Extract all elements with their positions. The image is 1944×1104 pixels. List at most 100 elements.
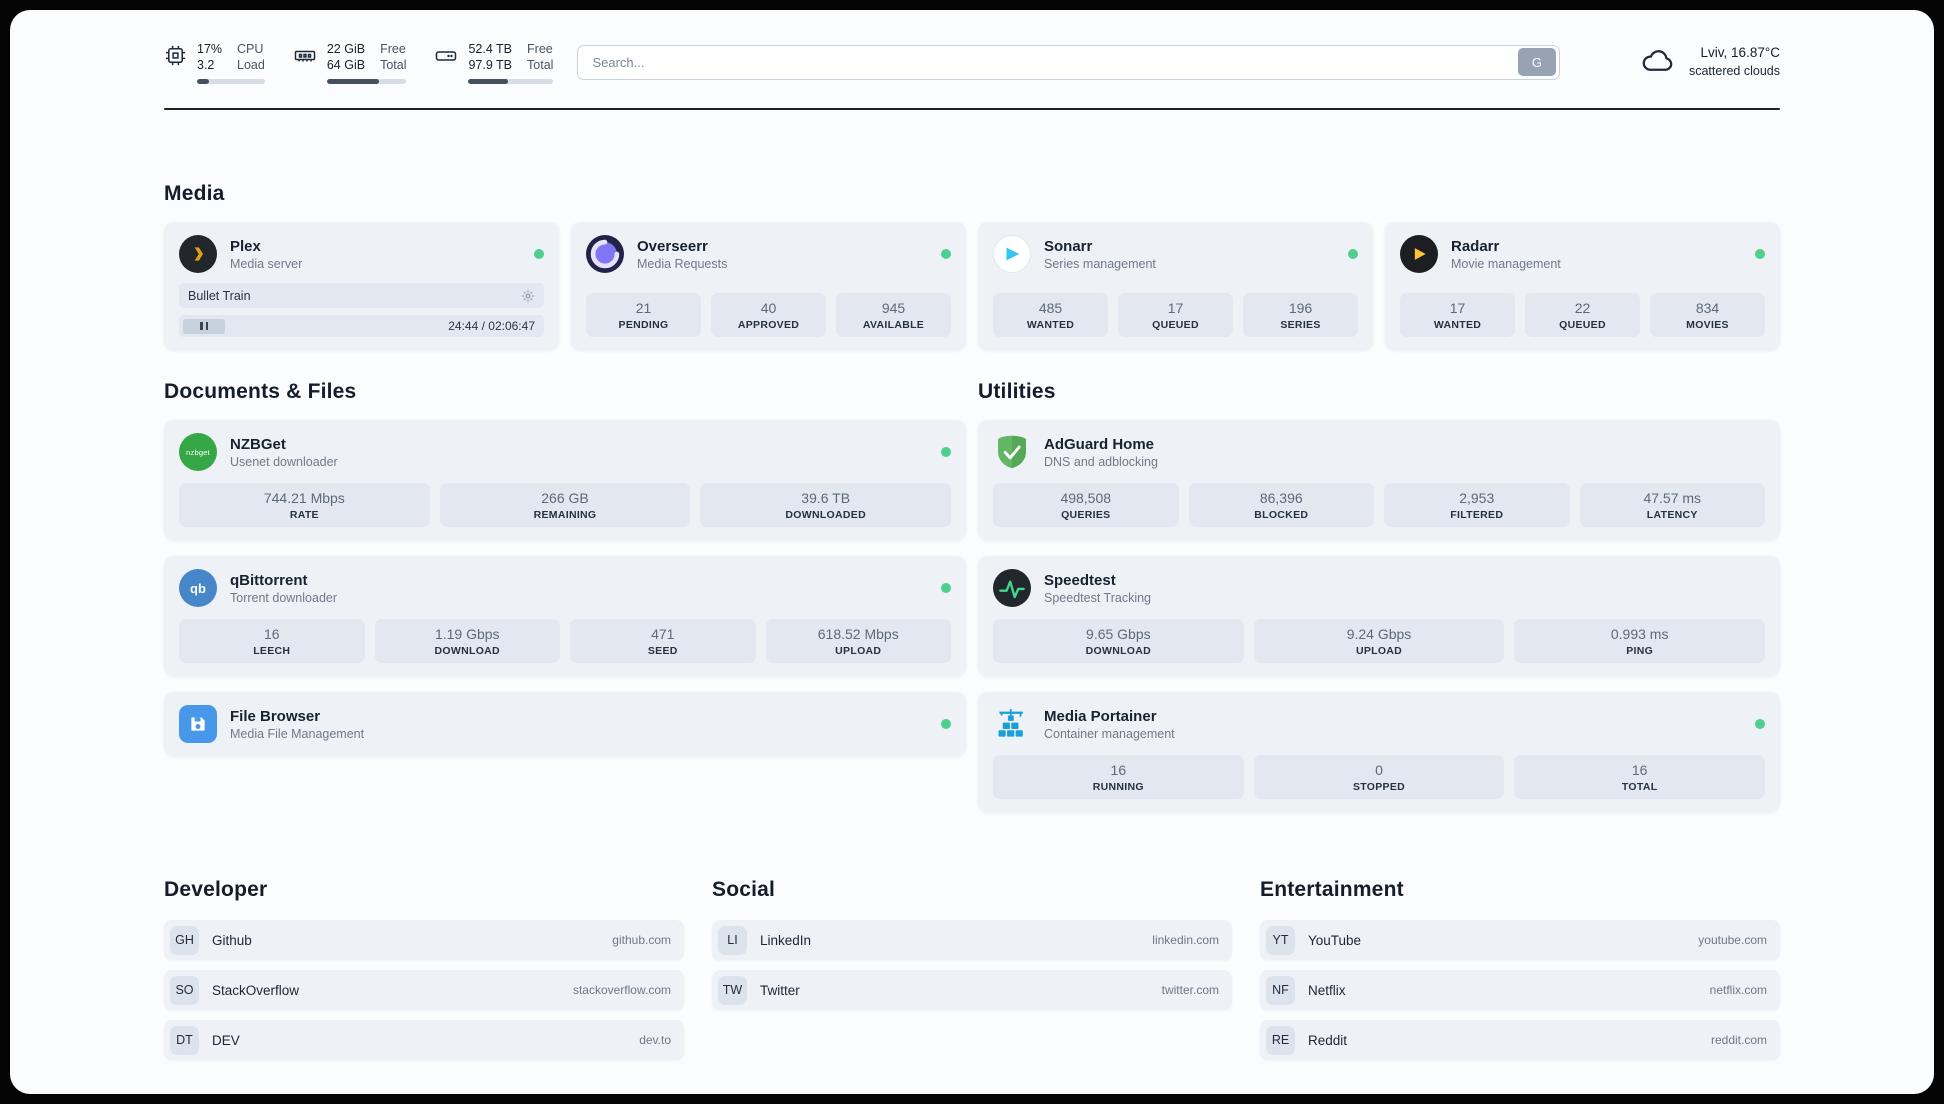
- github-icon: GH: [170, 925, 199, 955]
- app-card-overseerr[interactable]: Overseerr Media Requests 21 PENDING 40 A…: [571, 222, 966, 350]
- bookmark-url: youtube.com: [1698, 933, 1767, 947]
- stat-value: 2,953: [1459, 490, 1495, 506]
- disk-free: 52.4 TB: [468, 41, 513, 56]
- stat-label: AVAILABLE: [862, 319, 925, 331]
- app-card-nzbget[interactable]: nzbget NZBGet Usenet downloader 744.21 M…: [164, 420, 966, 540]
- bookmark-url: linkedin.com: [1152, 933, 1219, 947]
- bookmark-name: Github: [212, 932, 252, 948]
- stat-ping: 0.993 ms PING: [1514, 619, 1766, 663]
- stat-value: 16: [1110, 762, 1127, 778]
- stat-seed: 471 SEED: [570, 619, 756, 663]
- settings-gear-icon[interactable]: [521, 289, 535, 303]
- dev-icon: DT: [170, 1025, 199, 1055]
- bookmark-url: netflix.com: [1709, 983, 1767, 997]
- stat-value: 22: [1574, 300, 1591, 316]
- app-card-plex[interactable]: Plex Media server Bullet Train 24:44 / 0…: [164, 222, 559, 350]
- bookmark-stackoverflow[interactable]: SO StackOverflow stackoverflow.com: [164, 970, 684, 1010]
- stat-value: 40: [760, 300, 777, 316]
- app-card-speedtest[interactable]: Speedtest Speedtest Tracking 9.65 Gbps D…: [978, 556, 1780, 676]
- search-input[interactable]: [581, 54, 1518, 70]
- app-card-qbittorrent[interactable]: qb qBittorrent Torrent downloader 16 LEE…: [164, 556, 966, 676]
- stat-label: SERIES: [1280, 319, 1321, 331]
- status-indicator: [941, 249, 951, 259]
- section-title-social: Social: [712, 878, 776, 901]
- cpu-percent: 17%: [197, 41, 223, 56]
- bookmark-name: DEV: [212, 1032, 240, 1048]
- system-metrics: 17% 3.2 CPU Load: [164, 41, 554, 84]
- section-developer: Developer GH Github github.com SO StackO…: [164, 878, 684, 1060]
- app-name: AdGuard Home: [1044, 435, 1155, 453]
- qbittorrent-icon: qb: [179, 569, 217, 607]
- section-title-media: Media: [164, 182, 225, 205]
- stat-value: 471: [651, 626, 675, 642]
- disk-icon: [434, 44, 458, 68]
- bookmark-reddit[interactable]: RE Reddit reddit.com: [1260, 1020, 1780, 1060]
- bookmark-linkedin[interactable]: LI LinkedIn linkedin.com: [712, 920, 1232, 960]
- stat-value: 21: [635, 300, 652, 316]
- disk-widget: 52.4 TB 97.9 TB Free Total: [434, 41, 554, 84]
- bookmark-github[interactable]: GH Github github.com: [164, 920, 684, 960]
- stat-label: MOVIES: [1686, 319, 1729, 331]
- section-utilities: Utilities AdGuard Home DNS and adblockin…: [978, 380, 1780, 812]
- disk-total-label: Total: [527, 58, 554, 72]
- stat-label: RUNNING: [1092, 781, 1144, 793]
- app-card-radarr[interactable]: Radarr Movie management 17 WANTED 22 QUE…: [1385, 222, 1780, 350]
- section-title-developer: Developer: [164, 878, 268, 901]
- section-media: Media Plex Media server Bullet Train: [164, 182, 1780, 350]
- stat-value: 16: [1631, 762, 1648, 778]
- portainer-icon: [993, 705, 1031, 743]
- search-bar: G: [577, 44, 1560, 80]
- cpu-widget: 17% 3.2 CPU Load: [164, 41, 265, 84]
- stat-label: REMAINING: [533, 509, 597, 521]
- search-engine-button[interactable]: G: [1517, 48, 1556, 76]
- memory-total: 64 GiB: [326, 58, 366, 72]
- stat-filtered: 2,953 FILTERED: [1384, 483, 1570, 527]
- app-name: Sonarr: [1044, 237, 1093, 255]
- stat-value: 17: [1449, 300, 1466, 316]
- nzbget-icon-text: nzbget: [186, 447, 210, 457]
- cpu-load-label: Load: [237, 58, 265, 72]
- stat-value: 485: [1038, 300, 1063, 316]
- app-name: Plex: [230, 237, 261, 255]
- stat-label: PENDING: [618, 319, 669, 331]
- app-card-portainer[interactable]: Media Portainer Container management 16 …: [978, 692, 1780, 812]
- bookmark-twitter[interactable]: TW Twitter twitter.com: [712, 970, 1232, 1010]
- bookmark-youtube[interactable]: YT YouTube youtube.com: [1260, 920, 1780, 960]
- app-name: Media Portainer: [1044, 707, 1157, 725]
- disk-progress-bar: [468, 78, 554, 84]
- stat-movies: 834 MOVIES: [1650, 293, 1765, 337]
- pause-button[interactable]: [183, 318, 225, 334]
- app-card-filebrowser[interactable]: File Browser Media File Management: [164, 692, 966, 756]
- stat-downloaded: 39.6 TB DOWNLOADED: [700, 483, 952, 527]
- section-title-utilities: Utilities: [978, 380, 1056, 403]
- top-bar: 17% 3.2 CPU Load: [164, 38, 1780, 86]
- memory-free: 22 GiB: [326, 41, 366, 56]
- stat-pending: 21 PENDING: [586, 293, 701, 337]
- stat-label: UPLOAD: [1355, 645, 1403, 657]
- bookmark-netflix[interactable]: NF Netflix netflix.com: [1260, 970, 1780, 1010]
- app-card-sonarr[interactable]: Sonarr Series management 485 WANTED 17 Q…: [978, 222, 1373, 350]
- stat-label: APPROVED: [737, 319, 800, 331]
- plex-icon: [179, 235, 217, 273]
- adguard-icon: [993, 433, 1031, 471]
- memory-icon: [293, 44, 317, 68]
- stat-remaining: 266 GB REMAINING: [439, 483, 691, 527]
- stat-value: 16: [263, 626, 280, 642]
- cpu-progress-bar: [197, 78, 265, 84]
- status-indicator: [941, 719, 951, 729]
- app-card-adguard[interactable]: AdGuard Home DNS and adblocking 498,508 …: [978, 420, 1780, 540]
- app-name: File Browser: [230, 707, 321, 725]
- disk-total: 97.9 TB: [468, 58, 513, 72]
- bookmark-name: StackOverflow: [212, 982, 300, 998]
- stat-wanted: 17 WANTED: [1400, 293, 1515, 337]
- stat-label: UPLOAD: [835, 645, 882, 657]
- stat-value: 0.993 ms: [1610, 626, 1669, 642]
- playback-time: 24:44 / 02:06:47: [448, 319, 535, 333]
- overseerr-icon: [586, 235, 624, 273]
- bookmark-name: YouTube: [1308, 932, 1362, 948]
- app-name: Overseerr: [637, 237, 708, 255]
- now-playing-title: Bullet Train: [188, 288, 251, 303]
- bookmark-url: twitter.com: [1161, 983, 1219, 997]
- bookmark-dev[interactable]: DT DEV dev.to: [164, 1020, 684, 1060]
- filebrowser-icon: [179, 705, 217, 743]
